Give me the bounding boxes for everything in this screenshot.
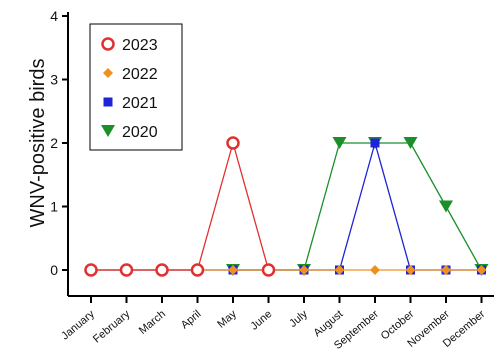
data-point-2023 <box>84 263 98 277</box>
legend-label-2021: 2021 <box>122 95 158 112</box>
data-point-2022 <box>334 265 345 275</box>
x-tick-label: June <box>248 308 274 333</box>
series-line-2023 <box>91 140 270 271</box>
y-tick-label: 3 <box>50 72 58 88</box>
legend: 2023 2022 2021 2020 <box>89 23 183 151</box>
y-tick-label: 2 <box>50 135 58 151</box>
y-axis-label: WNV-positive birds <box>27 59 49 228</box>
x-tick-label: March <box>137 308 168 337</box>
data-point-2023 <box>190 263 205 277</box>
y-tick-label: 1 <box>50 199 58 215</box>
series-line-2021 <box>91 140 482 271</box>
data-point-2021 <box>370 138 380 148</box>
y-tick-label: 0 <box>50 262 58 278</box>
data-point-2023 <box>261 263 276 277</box>
data-point-2020 <box>332 137 347 149</box>
legend-marker-2021 <box>103 97 113 107</box>
x-tick-label: July <box>287 308 310 330</box>
data-point-2022 <box>228 265 238 275</box>
x-tick-label: May <box>215 308 239 331</box>
series-lines <box>91 140 483 271</box>
data-point-2022 <box>299 265 309 275</box>
data-point-2023 <box>155 263 169 277</box>
series-markers <box>84 136 489 277</box>
legend-label-2020: 2020 <box>122 124 158 141</box>
data-point-2023 <box>226 136 240 150</box>
legend-marker-2020 <box>101 125 115 137</box>
data-point-2022 <box>441 265 451 275</box>
data-point-2022 <box>476 265 487 275</box>
data-point-2020 <box>439 200 453 213</box>
x-tick-label: February <box>91 308 133 346</box>
data-point-2023 <box>119 263 134 277</box>
y-tick-label: 4 <box>50 8 58 24</box>
x-tick-label: April <box>179 308 204 331</box>
legend-label-2023: 2023 <box>122 37 158 54</box>
data-point-2020 <box>403 137 418 149</box>
data-point-2022 <box>370 265 380 275</box>
legend-label-2022: 2022 <box>122 66 158 83</box>
legend-marker-2023 <box>101 37 115 51</box>
data-point-2022 <box>405 265 416 275</box>
legend-marker-2022 <box>103 68 113 78</box>
